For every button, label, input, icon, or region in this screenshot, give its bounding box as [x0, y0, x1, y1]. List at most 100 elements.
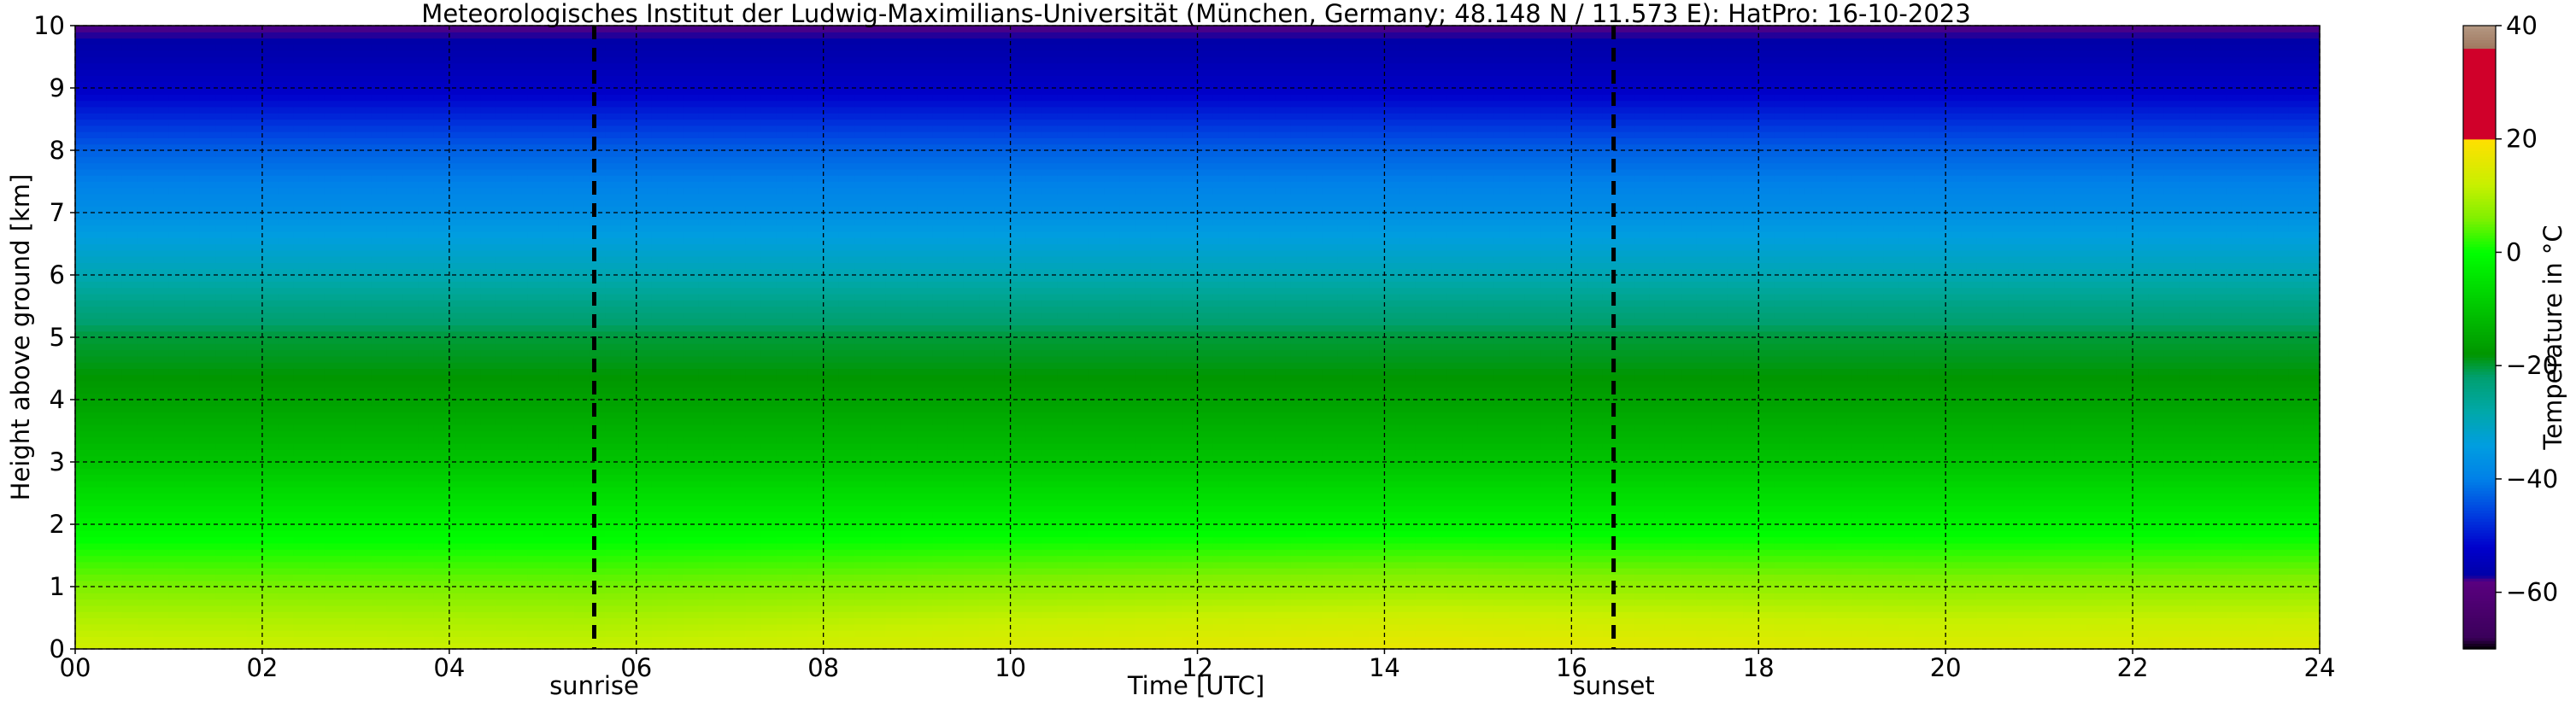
- heatmap-cell: [590, 499, 606, 506]
- heatmap-cell: [386, 312, 403, 319]
- heatmap-cell: [168, 330, 185, 338]
- heatmap-cell: [246, 393, 263, 400]
- heatmap-cell: [698, 349, 715, 357]
- heatmap-cell: [199, 213, 216, 219]
- heatmap-cell: [137, 94, 154, 102]
- heatmap-cell: [449, 125, 466, 132]
- heatmap-cell: [792, 69, 809, 76]
- heatmap-cell: [231, 424, 248, 432]
- heatmap-cell: [838, 474, 855, 482]
- heatmap-cell: [543, 493, 560, 500]
- heatmap-cell: [698, 318, 715, 325]
- heatmap-cell: [246, 69, 263, 76]
- heatmap-cell: [776, 318, 793, 325]
- heatmap-cell: [418, 599, 435, 606]
- heatmap-cell: [371, 493, 388, 500]
- heatmap-cell: [308, 94, 326, 102]
- heatmap-cell: [651, 100, 668, 108]
- heatmap-cell: [823, 100, 840, 108]
- heatmap-cell: [605, 243, 622, 251]
- heatmap-cell: [261, 94, 279, 102]
- heatmap-cell: [433, 424, 450, 432]
- heatmap-cell: [293, 143, 310, 151]
- heatmap-cell: [667, 536, 684, 544]
- heatmap-cell: [776, 32, 793, 39]
- heatmap-cell: [636, 281, 653, 289]
- heatmap-cell: [667, 281, 684, 289]
- heatmap-cell: [340, 468, 356, 476]
- heatmap-cell: [215, 393, 232, 400]
- heatmap-cell: [278, 106, 294, 114]
- heatmap-cell: [745, 605, 762, 612]
- heatmap-cell: [137, 88, 154, 95]
- heatmap-cell: [137, 599, 154, 606]
- heatmap-cell: [433, 337, 450, 344]
- heatmap-cell: [683, 430, 700, 438]
- heatmap-cell: [698, 542, 715, 550]
- heatmap-cell: [745, 517, 762, 525]
- heatmap-cell: [651, 69, 668, 76]
- heatmap-cell: [511, 281, 528, 289]
- heatmap-cell: [590, 119, 606, 126]
- heatmap-cell: [168, 436, 185, 444]
- heatmap-cell: [153, 430, 170, 438]
- heatmap-cell: [838, 231, 855, 238]
- heatmap-cell: [745, 324, 762, 332]
- heatmap-cell: [713, 493, 731, 500]
- heatmap-cell: [838, 237, 855, 245]
- heatmap-cell: [730, 88, 747, 95]
- heatmap-cell: [807, 430, 824, 438]
- heatmap-cell: [480, 156, 497, 164]
- heatmap-cell: [246, 81, 263, 89]
- heatmap-cell: [91, 187, 108, 195]
- heatmap-cell: [355, 400, 373, 406]
- heatmap-cell: [418, 243, 435, 251]
- heatmap-cell: [231, 536, 248, 544]
- heatmap-cell: [386, 362, 403, 370]
- heatmap-cell: [293, 424, 310, 432]
- heatmap-cell: [168, 300, 185, 307]
- heatmap-cell: [215, 443, 232, 450]
- heatmap-cell: [807, 593, 824, 600]
- heatmap-cell: [402, 26, 419, 32]
- heatmap-cell: [465, 32, 481, 39]
- heatmap-cell: [807, 549, 824, 557]
- heatmap-cell: [449, 200, 466, 207]
- heatmap-cell: [386, 636, 403, 644]
- heatmap-cell: [527, 349, 543, 357]
- heatmap-cell: [745, 81, 762, 89]
- heatmap-cell: [745, 617, 762, 625]
- heatmap-cell: [418, 387, 435, 394]
- heatmap-cell: [340, 243, 356, 251]
- heatmap-cell: [558, 462, 575, 469]
- heatmap-cell: [745, 623, 762, 631]
- heatmap-cell: [465, 480, 481, 488]
- heatmap-cell: [730, 219, 747, 226]
- heatmap-cell: [215, 32, 232, 39]
- heatmap-cell: [308, 400, 326, 406]
- heatmap-cell: [605, 231, 622, 238]
- heatmap-cell: [293, 287, 310, 295]
- heatmap-cell: [792, 374, 809, 382]
- heatmap-cell: [480, 262, 497, 270]
- heatmap-cell: [713, 26, 731, 32]
- heatmap-cell: [745, 137, 762, 145]
- heatmap-cell: [386, 418, 403, 425]
- heatmap-cell: [75, 511, 91, 519]
- heatmap-cell: [231, 368, 248, 376]
- heatmap-cell: [91, 642, 108, 649]
- heatmap-cell: [651, 287, 668, 295]
- heatmap-cell: [75, 381, 91, 388]
- heatmap-cell: [713, 94, 731, 102]
- heatmap-cell: [558, 599, 575, 606]
- heatmap-cell: [215, 611, 232, 619]
- heatmap-cell: [823, 275, 840, 282]
- heatmap-cell: [543, 636, 560, 644]
- heatmap-cell: [636, 143, 653, 151]
- heatmap-cell: [402, 75, 419, 83]
- heatmap-cell: [386, 38, 403, 45]
- heatmap-cell: [527, 400, 543, 406]
- heatmap-cell: [776, 530, 793, 538]
- heatmap-cell: [371, 549, 388, 557]
